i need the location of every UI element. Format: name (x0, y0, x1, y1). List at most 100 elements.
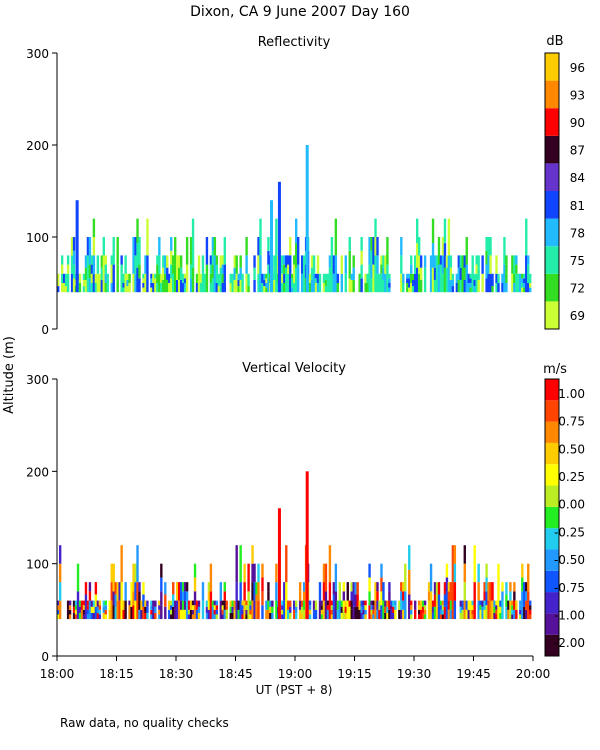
data-cell (410, 600, 413, 606)
data-cell (88, 591, 92, 601)
data-cell (213, 255, 217, 274)
data-cell (217, 279, 221, 287)
data-cell (134, 582, 137, 601)
data-cell (201, 600, 205, 620)
data-cell (185, 591, 189, 601)
data-cell (120, 264, 123, 274)
data-cell (132, 273, 135, 293)
data-cell (493, 606, 496, 613)
data-cell (364, 609, 367, 615)
data-cell (273, 255, 276, 268)
data-cell (211, 606, 215, 613)
data-cell (211, 264, 215, 279)
data-cell (445, 577, 449, 592)
data-cell (201, 582, 205, 601)
data-cell (158, 600, 161, 606)
data-cell (261, 283, 264, 293)
colorbar-band (545, 485, 559, 507)
data-cell (392, 612, 395, 620)
data-cell (521, 283, 524, 288)
data-cell (221, 283, 224, 293)
data-cell (495, 283, 498, 293)
data-cell (189, 237, 193, 251)
data-cell (241, 605, 244, 610)
data-cell (310, 255, 314, 268)
data-cell (523, 283, 526, 288)
data-cell (183, 609, 187, 620)
data-cell (176, 267, 179, 280)
data-cell (410, 283, 413, 293)
data-cell (340, 255, 343, 274)
data-cell (501, 582, 504, 592)
data-cell (201, 255, 205, 274)
data-cell (463, 582, 466, 601)
x-tick-label: 19:00 (278, 667, 313, 681)
data-cell (174, 237, 177, 265)
data-cell (293, 255, 296, 265)
colorbar-label: 0.50 (558, 442, 585, 456)
data-cell (98, 609, 102, 615)
data-cell (527, 563, 530, 592)
data-cell (529, 609, 532, 615)
data-cell (386, 250, 389, 265)
colorbar-label: 78 (570, 226, 585, 240)
data-cell (146, 255, 149, 293)
data-cell (66, 273, 70, 283)
data-cell (433, 267, 437, 280)
data-cell (289, 612, 292, 620)
data-cell (213, 237, 217, 256)
data-cell (453, 600, 457, 620)
data-cell (417, 614, 421, 620)
velocity-colorbar: -2.00 -1.00 -0.75 -0.50 -0.25 0.00 0.25 0.50 0.7… (544, 378, 585, 657)
data-cell (509, 591, 512, 601)
data-cell (521, 577, 524, 592)
data-cell (326, 605, 330, 610)
data-cell (177, 255, 181, 268)
data-cell (150, 605, 153, 610)
peak-event (75, 200, 79, 293)
data-cell (177, 279, 181, 293)
data-cell (443, 582, 447, 595)
data-cell (521, 287, 524, 293)
data-cell (170, 237, 173, 251)
data-cell (156, 255, 159, 265)
data-cell (90, 273, 94, 283)
data-cell (370, 237, 373, 251)
data-cell (491, 600, 494, 620)
data-cell (261, 605, 264, 620)
x-tick-label: 18:00 (40, 667, 75, 681)
data-cell (245, 273, 248, 293)
data-cell (366, 283, 369, 293)
data-cell (471, 273, 474, 293)
data-cell (158, 614, 161, 620)
y-tick-label: 300 (26, 373, 49, 387)
data-cell (400, 600, 403, 610)
data-cell (316, 255, 320, 265)
x-tick-label: 18:15 (99, 667, 134, 681)
data-cell (340, 612, 343, 620)
data-cell (142, 594, 145, 607)
data-cell (525, 591, 528, 601)
data-cell (461, 273, 464, 293)
data-cell (414, 264, 417, 274)
data-cell (263, 279, 266, 287)
data-cell (229, 612, 232, 620)
data-cell (400, 237, 403, 256)
data-cell (459, 606, 462, 613)
data-cell (350, 582, 353, 592)
data-cell (295, 606, 298, 613)
data-cell (415, 243, 419, 268)
data-cell (179, 591, 183, 601)
data-cell (172, 283, 175, 293)
data-cell (408, 569, 411, 595)
data-cell (110, 264, 113, 274)
data-cell (271, 606, 274, 613)
data-cell (348, 600, 351, 607)
data-cell (108, 609, 111, 620)
data-cell (340, 606, 343, 613)
data-cell (529, 278, 532, 283)
colorbar-band (545, 528, 559, 550)
data-cell (241, 614, 244, 620)
data-cell (90, 264, 94, 274)
